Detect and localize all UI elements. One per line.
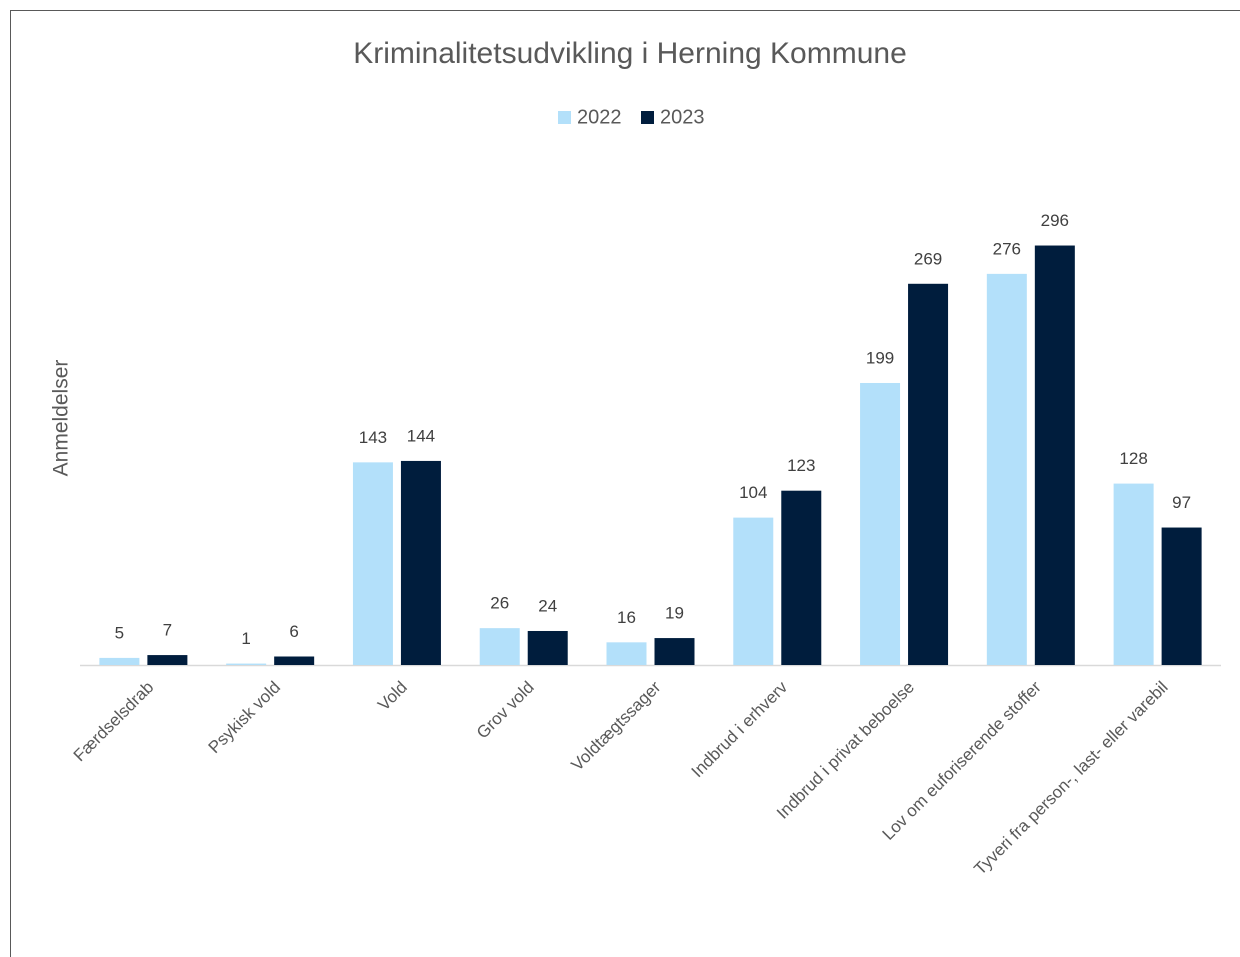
legend-swatch bbox=[641, 111, 654, 124]
data-label: 6 bbox=[289, 622, 298, 641]
bar bbox=[781, 490, 822, 665]
chart-title: Kriminalitetsudvikling i Herning Kommune bbox=[353, 37, 907, 70]
data-label: 16 bbox=[617, 608, 636, 627]
data-label: 296 bbox=[1041, 211, 1069, 230]
bar bbox=[99, 657, 140, 665]
bar bbox=[606, 642, 647, 665]
data-label: 269 bbox=[914, 249, 942, 268]
bar bbox=[147, 655, 188, 665]
bar bbox=[1034, 245, 1075, 666]
data-label: 7 bbox=[163, 621, 172, 640]
bar bbox=[527, 630, 568, 665]
data-label: 104 bbox=[739, 483, 767, 502]
data-label: 143 bbox=[359, 428, 387, 447]
data-label: 19 bbox=[665, 604, 684, 623]
bar bbox=[274, 656, 315, 665]
data-label: 26 bbox=[490, 594, 509, 613]
legend-label: 2023 bbox=[660, 106, 705, 128]
bar bbox=[733, 517, 774, 665]
data-label: 276 bbox=[993, 239, 1021, 258]
data-label: 128 bbox=[1119, 449, 1147, 468]
bar bbox=[352, 462, 393, 665]
data-label: 1 bbox=[241, 629, 250, 648]
bar bbox=[400, 460, 441, 665]
data-label: 144 bbox=[407, 426, 435, 445]
bar bbox=[1161, 527, 1202, 665]
data-label: 5 bbox=[115, 623, 124, 642]
data-label: 97 bbox=[1172, 493, 1191, 512]
bar bbox=[986, 273, 1027, 665]
bar bbox=[860, 382, 901, 665]
legend-label: 2022 bbox=[577, 106, 622, 128]
bar bbox=[479, 628, 520, 665]
bar bbox=[226, 663, 267, 665]
data-label: 24 bbox=[538, 596, 557, 615]
bar bbox=[908, 283, 949, 665]
data-label: 199 bbox=[866, 348, 894, 367]
bar bbox=[654, 638, 695, 665]
y-axis-label: Anmeldelser bbox=[50, 360, 73, 477]
legend-swatch bbox=[558, 111, 571, 124]
data-label: 123 bbox=[787, 456, 815, 475]
bar bbox=[1113, 483, 1154, 665]
